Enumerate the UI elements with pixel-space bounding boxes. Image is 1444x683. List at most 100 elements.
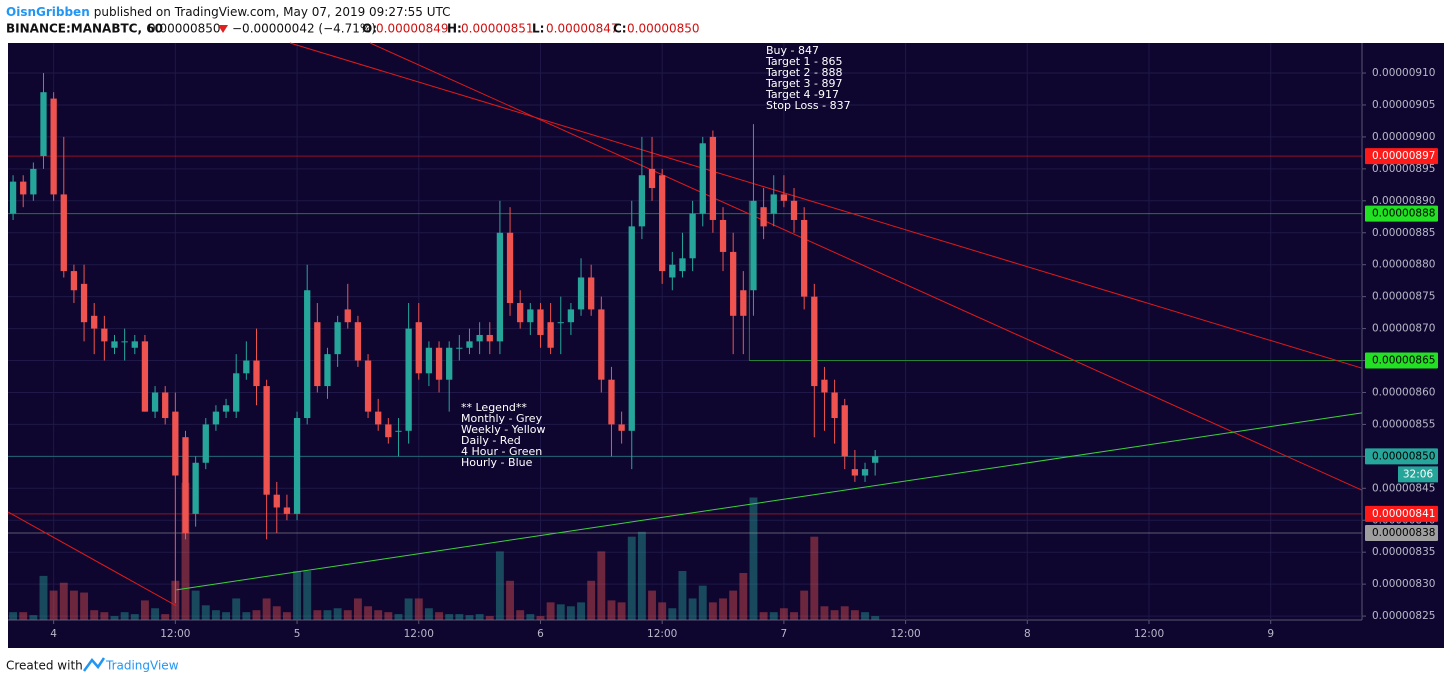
volume-bar	[637, 531, 646, 620]
volume-bar	[617, 602, 626, 620]
volume-bar	[232, 598, 241, 620]
volume-bar	[130, 614, 139, 620]
volume-bar	[658, 602, 667, 620]
volume-bar	[140, 600, 149, 620]
candle-body	[466, 341, 473, 348]
x-tick-label: 12:00	[647, 628, 677, 640]
candle-body	[253, 360, 260, 387]
candle-body	[476, 334, 483, 342]
y-tick-label: 0.00000905	[1372, 99, 1435, 111]
y-tick-label: 0.00000895	[1372, 163, 1435, 175]
candle-body	[283, 507, 291, 514]
legend-note: Monthly - Grey	[461, 412, 543, 425]
candle-body	[456, 347, 463, 349]
candle-body	[273, 494, 280, 508]
volume-bar	[29, 615, 38, 620]
symbol: BINANCE:MANABTC, 60	[6, 22, 163, 36]
volume-bar	[364, 606, 372, 620]
candle-body	[9, 181, 17, 214]
target-note: Target 3 - 897	[765, 77, 842, 90]
volume-bar	[161, 614, 170, 620]
x-tick-label: 12:00	[404, 628, 434, 640]
author[interactable]: OisnGribben	[6, 5, 90, 19]
y-tick-label: 0.00000900	[1372, 131, 1435, 143]
candle-body	[719, 219, 727, 252]
price-label: 0.00000865	[1372, 355, 1435, 367]
price-axis-background	[1362, 43, 1444, 620]
y-tick-label: 0.00000885	[1372, 227, 1435, 239]
volume-bar	[353, 598, 362, 620]
trend-line	[176, 412, 1363, 591]
candle-body	[709, 136, 717, 220]
volume-bar	[810, 536, 819, 620]
candle-body	[425, 347, 433, 374]
ohlc-label: C:	[613, 22, 627, 36]
volume-bar	[850, 610, 859, 620]
volume-bar	[272, 606, 281, 620]
volume-bar	[39, 575, 48, 620]
volume-bar	[506, 580, 514, 620]
volume-bar	[840, 606, 849, 620]
plot-background	[8, 43, 1362, 620]
volume-bar	[242, 612, 251, 620]
volume-bar	[627, 536, 636, 620]
candle-body	[537, 309, 544, 335]
footer-created: Created with	[6, 659, 83, 673]
candle-body	[304, 290, 311, 419]
volume-bar	[759, 612, 768, 620]
y-tick-label: 0.00000875	[1372, 291, 1435, 303]
y-tick-label: 0.00000835	[1372, 546, 1435, 558]
volume-bar	[607, 600, 616, 620]
volume-bar	[252, 610, 261, 620]
candle-body	[395, 430, 402, 432]
legend-note: Weekly - Yellow	[461, 423, 546, 436]
footer-brand[interactable]: TradingView	[105, 659, 179, 673]
candle-body	[344, 309, 351, 323]
candle-body	[334, 322, 341, 355]
target-note: Target 4 -917	[765, 88, 839, 101]
candle-body	[233, 373, 240, 412]
candle-body	[496, 232, 504, 342]
target-note: Target 2 - 888	[765, 66, 842, 79]
candle-body	[192, 462, 199, 514]
candle-body	[851, 469, 859, 476]
x-tick-label: 12:00	[1134, 628, 1164, 640]
volume-bar	[333, 608, 342, 620]
legend-note: Hourly - Blue	[461, 456, 533, 469]
volume-bar	[394, 614, 403, 620]
x-tick-label: 5	[294, 628, 301, 640]
candle-body	[222, 405, 230, 412]
candle-body	[577, 277, 585, 310]
volume-bar	[222, 612, 231, 620]
candle-body	[324, 354, 331, 387]
candle-body	[385, 424, 392, 438]
candle-body	[20, 181, 27, 195]
ohlc-value: 0.00000850	[627, 22, 700, 36]
ohlc-value: 0.00000849	[376, 22, 449, 36]
volume-bar	[293, 571, 302, 620]
volume-bar	[587, 580, 596, 620]
volume-bar	[820, 606, 829, 620]
volume-bar	[526, 614, 535, 620]
volume-bar	[100, 612, 109, 620]
countdown-box	[1398, 466, 1438, 483]
volume-bar	[698, 585, 707, 620]
candle-body	[162, 392, 169, 419]
volume-bar	[546, 602, 555, 620]
countdown: 32:06	[1403, 468, 1434, 480]
ohlc-label: H:	[447, 22, 462, 36]
price-label: 0.00000838	[1372, 527, 1435, 539]
candle-body	[780, 194, 788, 201]
change: −0.00000042 (−4.71%)	[232, 22, 376, 36]
volume-bar	[59, 582, 68, 620]
candle-body	[435, 347, 443, 380]
price-label: 0.00000841	[1372, 508, 1435, 520]
candle-body	[699, 143, 706, 214]
volume-bar	[719, 598, 727, 620]
volume-bar	[455, 614, 464, 620]
candle-body	[821, 379, 828, 393]
price-label-box	[1365, 505, 1438, 522]
volume-bar	[384, 612, 393, 620]
